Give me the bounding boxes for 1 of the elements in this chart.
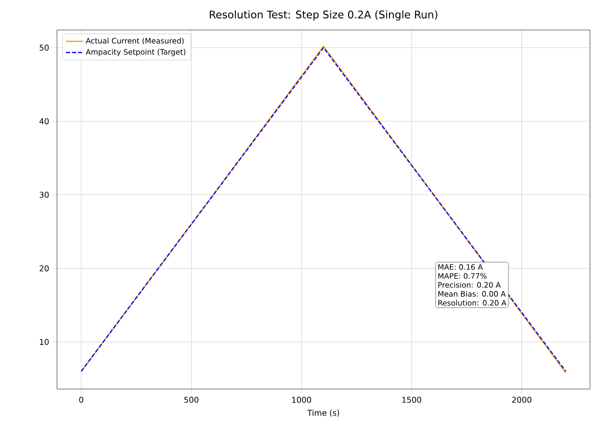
chart-title: Resolution Test: Step Size 0.2A (Single Run)	[210, 10, 438, 20]
